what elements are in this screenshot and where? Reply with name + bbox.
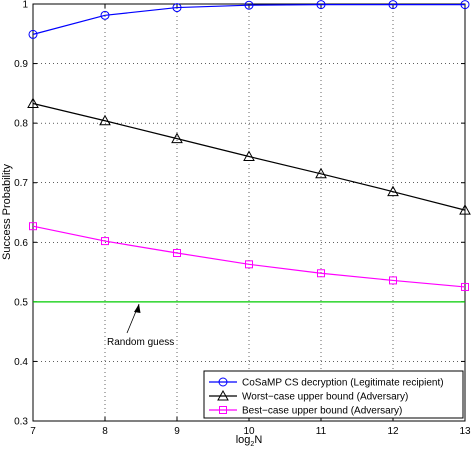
grid — [33, 4, 465, 421]
data-point — [172, 3, 182, 13]
data-point — [387, 185, 399, 197]
y-tick-label: 0.5 — [14, 297, 28, 308]
annotation-text: Random guess — [107, 337, 174, 348]
data-point — [460, 0, 470, 10]
legend-box — [203, 370, 464, 419]
data-point — [99, 114, 111, 126]
series-line — [32, 102, 466, 211]
series-line — [32, 3, 465, 35]
x-tick-label: 8 — [102, 426, 108, 437]
series-line — [32, 225, 466, 288]
legend-item: Best−case upper bound (Adversary) — [209, 406, 402, 417]
annotation-arrow-head — [134, 304, 141, 313]
y-tick-label: 0.7 — [14, 178, 28, 189]
legend-item: CoSaMP CS decryption (Legitimate recipie… — [209, 377, 444, 389]
data-point — [461, 282, 469, 291]
data-point — [28, 29, 38, 39]
x-tick-label: 9 — [174, 426, 180, 437]
x-tick-label: 11 — [316, 426, 327, 437]
random-guess-annotation: Random guess — [107, 303, 174, 348]
x-tick-label: 13 — [459, 426, 471, 437]
y-tick-label: 0.4 — [14, 357, 28, 368]
x-tick-label: 7 — [30, 426, 36, 437]
legend-label: CoSaMP CS decryption (Legitimate recipie… — [242, 378, 444, 389]
data-point — [459, 204, 471, 215]
data-point — [243, 150, 255, 162]
x-axis-title: log2N — [236, 434, 263, 448]
data-point — [245, 260, 253, 269]
legend-swatch-marker — [217, 389, 229, 401]
series-3 — [29, 222, 469, 291]
data-point — [244, 0, 254, 10]
y-tick-label: 0.9 — [14, 59, 28, 70]
plot-area — [27, 0, 471, 422]
data-point — [389, 276, 397, 285]
data-point — [173, 249, 181, 258]
data-point — [316, 0, 326, 10]
data-point — [29, 222, 37, 231]
legend-label: Worst−case upper bound (Adversary) — [242, 392, 408, 403]
series-group — [27, 0, 471, 291]
data-point — [315, 167, 327, 179]
y-axis-title: Success Probability — [1, 164, 13, 260]
x-tick-labels: 7 8 9 10 11 12 13 — [30, 426, 471, 437]
y-tick-label: 0.3 — [14, 417, 28, 428]
legend-swatch-marker — [218, 377, 228, 387]
y-tick-labels: 0.3 0.4 0.5 0.6 0.7 0.8 0.9 1 — [14, 0, 28, 428]
series-1 — [28, 0, 470, 39]
data-point — [317, 269, 325, 278]
y-tick-label: 0.8 — [14, 119, 28, 130]
x-tick-label: 12 — [387, 426, 399, 437]
y-tick-label: 1 — [22, 0, 28, 11]
x-tick-label: 10 — [243, 426, 255, 437]
legend-label: Best−case upper bound (Adversary) — [242, 406, 402, 417]
data-point — [27, 97, 39, 108]
data-point — [101, 237, 109, 246]
legend: CoSaMP CS decryption (Legitimate recipie… — [203, 370, 464, 419]
y-tick-label: 0.6 — [14, 238, 28, 249]
legend-swatch-marker — [219, 406, 227, 414]
data-point — [388, 0, 398, 10]
legend-item: Worst−case upper bound (Adversary) — [209, 389, 408, 403]
series-2 — [27, 97, 471, 215]
data-point — [100, 10, 110, 20]
data-point — [171, 132, 183, 144]
